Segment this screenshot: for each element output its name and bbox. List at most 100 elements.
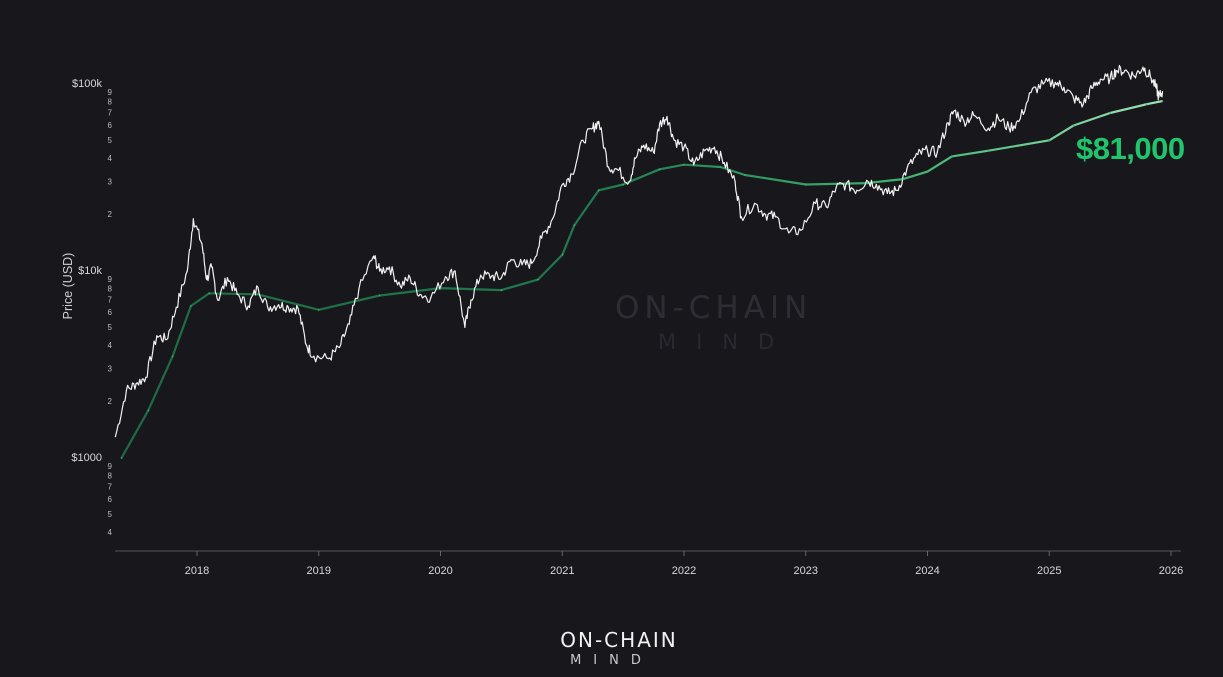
price-point bbox=[348, 323, 350, 325]
average-point bbox=[1109, 112, 1111, 114]
y-axis-label: Price (USD) bbox=[61, 253, 75, 320]
price-point bbox=[659, 123, 661, 125]
average-point bbox=[171, 355, 174, 358]
price-point bbox=[917, 153, 919, 156]
price-point bbox=[997, 117, 999, 119]
price-point bbox=[1018, 120, 1020, 123]
average-point bbox=[804, 183, 807, 186]
x-tick-label: 2023 bbox=[794, 565, 818, 577]
price-point bbox=[217, 299, 219, 301]
price-point bbox=[531, 262, 533, 264]
average-point bbox=[902, 178, 904, 180]
price-point bbox=[592, 127, 594, 129]
footer-logo-subtext: MIND bbox=[570, 653, 653, 668]
y-minor-tick-label: 4 bbox=[108, 154, 113, 163]
x-tick-label: 2025 bbox=[1037, 565, 1061, 577]
price-point bbox=[866, 179, 868, 182]
average-point bbox=[1072, 124, 1075, 127]
price-point bbox=[1063, 86, 1065, 88]
x-tick-label: 2021 bbox=[550, 565, 574, 577]
price-point bbox=[906, 168, 908, 170]
average-point bbox=[208, 292, 210, 295]
price-point bbox=[1099, 78, 1101, 80]
x-tick-label: 2026 bbox=[1159, 565, 1183, 577]
price-point bbox=[607, 166, 610, 168]
price-point bbox=[388, 266, 390, 268]
price-point bbox=[372, 255, 375, 257]
price-point bbox=[1155, 87, 1157, 89]
average-point bbox=[1161, 100, 1164, 102]
price-point bbox=[1115, 69, 1117, 72]
y-tick-label: $1000 bbox=[71, 452, 102, 464]
average-point bbox=[951, 155, 953, 158]
price-point bbox=[571, 173, 573, 175]
x-tick-label: 2019 bbox=[307, 565, 331, 577]
y-minor-tick-label: 5 bbox=[108, 136, 113, 145]
price-point bbox=[297, 307, 299, 310]
price-point bbox=[454, 270, 456, 272]
price-point bbox=[634, 157, 636, 160]
average-point bbox=[1048, 139, 1051, 142]
price-annotation: $81,000 bbox=[1076, 131, 1185, 166]
btc-price-line bbox=[114, 64, 1164, 437]
price-point bbox=[1082, 103, 1084, 105]
price-point bbox=[1161, 91, 1164, 93]
axes: 2018 2019 2020 2021 2022 2023 2024 2025 2026 $100… bbox=[61, 78, 1183, 577]
price-point bbox=[693, 164, 695, 166]
price-point bbox=[754, 202, 756, 204]
price-point bbox=[175, 306, 177, 308]
price-point bbox=[973, 114, 975, 116]
price-point bbox=[926, 150, 929, 152]
average-point bbox=[987, 149, 990, 152]
y-minor-tick-label: 6 bbox=[108, 308, 113, 317]
price-point bbox=[1124, 69, 1126, 72]
y-tick-label: $100k bbox=[72, 78, 102, 90]
price-point bbox=[740, 216, 742, 218]
price-point bbox=[835, 186, 837, 188]
price-point bbox=[947, 122, 949, 124]
price-point bbox=[379, 270, 381, 272]
price-point bbox=[788, 232, 790, 234]
price-point bbox=[652, 151, 655, 154]
average-point bbox=[865, 182, 868, 184]
price-point bbox=[561, 183, 563, 186]
price-point bbox=[287, 306, 289, 308]
price-point bbox=[886, 192, 888, 194]
price-point bbox=[201, 243, 203, 245]
price-point bbox=[236, 293, 238, 295]
price-point bbox=[1149, 75, 1151, 77]
average-point bbox=[561, 254, 564, 256]
price-point bbox=[500, 277, 502, 279]
price-point bbox=[1133, 75, 1136, 77]
average-point bbox=[147, 409, 150, 412]
y-minor-tick-label: 3 bbox=[108, 177, 113, 186]
price-point bbox=[444, 276, 446, 278]
price-point bbox=[145, 376, 147, 378]
price-point bbox=[723, 161, 725, 164]
price-point bbox=[358, 288, 360, 290]
average-point bbox=[317, 309, 320, 311]
price-point bbox=[1142, 66, 1144, 68]
y-minor-tick-label: 8 bbox=[108, 98, 113, 107]
price-point bbox=[247, 305, 249, 307]
y-minor-tick-label: 6 bbox=[108, 495, 113, 504]
price-point bbox=[521, 264, 523, 266]
price-point bbox=[936, 151, 938, 154]
price-point bbox=[598, 120, 600, 123]
y-minor-tick-label: 9 bbox=[108, 462, 113, 471]
average-point bbox=[439, 287, 442, 289]
price-point bbox=[192, 218, 194, 220]
price-point bbox=[1109, 77, 1111, 80]
average-point bbox=[744, 174, 746, 176]
price-point bbox=[540, 237, 543, 239]
y-minor-tick-label: 2 bbox=[108, 210, 113, 219]
price-point bbox=[226, 277, 229, 279]
price-point bbox=[628, 181, 630, 183]
price-point bbox=[206, 278, 208, 281]
price-point bbox=[1073, 97, 1075, 99]
price-point bbox=[399, 285, 401, 287]
price-point bbox=[963, 120, 965, 123]
price-point bbox=[430, 297, 432, 299]
footer-logo-text: ON-CHAIN bbox=[560, 628, 678, 652]
average-point bbox=[378, 294, 381, 297]
